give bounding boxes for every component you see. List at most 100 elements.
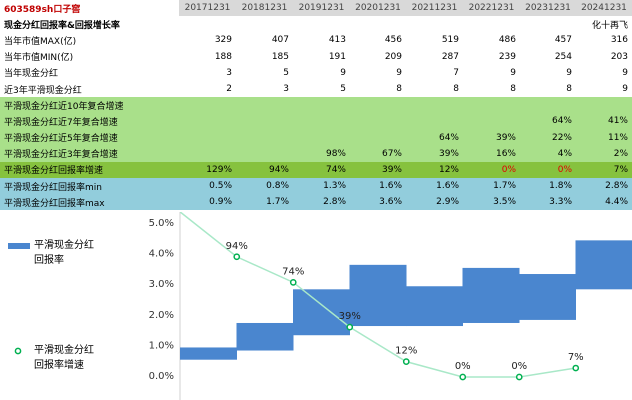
bar-mark xyxy=(519,274,576,320)
dividend-yield-chart: 0.0% 1.0% 2.0% 3.0% 4.0% 5.0% 94% 74% 39% 12% 0% 0%… xyxy=(0,212,632,400)
table-row: 平滑现金分红回报率增速 129% 94% 74% 39% 12% 0% 0% 7% xyxy=(0,161,632,179)
table-cell: 39% xyxy=(406,145,463,162)
row-label: 平滑现金分红近10年复合增速 xyxy=(0,97,179,114)
table-cell: 9 xyxy=(622,84,628,95)
empty-cell xyxy=(179,16,236,32)
table-cell xyxy=(463,113,520,130)
growth-data-label: 94% xyxy=(226,241,248,252)
section-title: 现金分红回报率&回报增长率 xyxy=(4,20,120,31)
empty-cell xyxy=(293,16,350,32)
table-cell: 5 xyxy=(340,84,346,95)
year-header-cell: 20211231 xyxy=(406,0,463,17)
table-cell: 0% xyxy=(463,161,520,179)
bar-mark xyxy=(406,286,463,327)
table-cell xyxy=(293,113,350,130)
growth-data-label: 0% xyxy=(455,361,471,372)
table-cell: 64% xyxy=(520,113,576,130)
year-header-row: 603589sh口子窖 20171231 20181231 20191231 20201… xyxy=(0,0,632,17)
table-cell: 1.8% xyxy=(520,178,576,195)
table-row: 平滑现金分红近7年复合增速 64% 41% xyxy=(0,113,632,130)
table-cell: 9 xyxy=(622,67,628,78)
table-cell: 64% xyxy=(406,129,463,146)
empty-cell xyxy=(463,16,520,32)
year-header-cell: 20181231 xyxy=(236,0,293,17)
table-cell xyxy=(179,97,236,114)
data-table: 603589sh口子窖 20171231 20181231 20191231 20201… xyxy=(0,0,632,211)
table-cell: 209 xyxy=(384,51,402,62)
table-cell: 9 xyxy=(566,67,572,78)
table-cell xyxy=(293,129,350,146)
table-cell: 8 xyxy=(510,84,516,95)
growth-point xyxy=(515,373,523,381)
table-row: 当年现金分红 3 5 9 9 7 9 9 9 xyxy=(0,65,632,81)
table-cell: 1.3% xyxy=(293,178,350,195)
legend-bar-swatch xyxy=(8,243,30,249)
table-cell: 191 xyxy=(328,51,346,62)
table-row: 平滑现金分红近3年复合增速 98% 67% 39% 16% 4% 2% xyxy=(0,145,632,162)
growth-point xyxy=(402,358,410,366)
y-tick-label: 2.0% xyxy=(149,310,174,321)
legend-line-label: 平滑现金分红 回报率增速 xyxy=(34,345,94,371)
section-title-row: 现金分红回报率&回报增长率 化十再飞 xyxy=(0,16,632,32)
growth-point xyxy=(289,278,297,286)
table-cell: 0% xyxy=(520,161,576,179)
table-cell: 98% xyxy=(293,145,350,162)
row-label: 当年市值MAX(亿) xyxy=(4,36,77,47)
table-cell: 316 xyxy=(610,35,628,46)
year-header-cell: 20241231 xyxy=(576,0,632,17)
row-label: 平滑现金分红回报率max xyxy=(0,194,179,211)
table-cell xyxy=(406,97,463,114)
table-cell: 8 xyxy=(396,84,402,95)
empty-cell xyxy=(520,16,576,32)
author-note: 化十再飞 xyxy=(591,20,628,31)
table-cell: 3.5% xyxy=(463,194,520,211)
y-tick-label: 1.0% xyxy=(149,340,174,351)
table-cell: 8 xyxy=(453,84,459,95)
table-cell: 22% xyxy=(520,129,576,146)
bar-mark xyxy=(575,240,632,290)
table-row: 平滑现金分红近10年复合增速 xyxy=(0,97,632,114)
table-cell: 185 xyxy=(271,51,289,62)
row-label: 平滑现金分红近7年复合增速 xyxy=(0,113,179,130)
y-tick-label: 5.0% xyxy=(149,218,174,229)
table-cell: 4% xyxy=(520,145,576,162)
table-cell: 1.6% xyxy=(350,178,406,195)
y-tick-label: 3.0% xyxy=(149,279,174,290)
table-cell: 11% xyxy=(576,129,632,146)
table-cell: 188 xyxy=(214,51,232,62)
bar-mark xyxy=(349,264,407,327)
table-cell: 2% xyxy=(576,145,632,162)
year-header-cell: 20231231 xyxy=(520,0,576,17)
y-tick-label: 4.0% xyxy=(149,249,174,260)
year-header-cell: 20171231 xyxy=(179,0,236,17)
table-cell xyxy=(179,145,236,162)
table-cell xyxy=(236,113,293,130)
table-cell: 3.6% xyxy=(350,194,406,211)
table-cell: 407 xyxy=(271,35,289,46)
table-cell: 9 xyxy=(510,67,516,78)
table-cell xyxy=(463,97,520,114)
table-cell: 3 xyxy=(283,84,289,95)
row-label: 平滑现金分红近3年复合增速 xyxy=(0,145,179,162)
table-cell: 7 xyxy=(453,67,459,78)
growth-data-label: 7% xyxy=(568,352,584,363)
empty-cell xyxy=(236,16,293,32)
table-cell: 2.9% xyxy=(406,194,463,211)
table-cell xyxy=(350,129,406,146)
growth-data-label: 0% xyxy=(511,361,527,372)
growth-point xyxy=(346,323,354,331)
growth-data-label: 39% xyxy=(339,311,361,322)
table-cell: 2.8% xyxy=(576,178,632,195)
table-cell: 12% xyxy=(406,161,463,179)
growth-point xyxy=(572,364,580,372)
table-cell xyxy=(406,113,463,130)
chart-legend: 平滑现金分红 回报率 平滑现金分红 回报率增速 xyxy=(0,212,175,400)
table-cell: 456 xyxy=(384,35,402,46)
table-cell: 2 xyxy=(226,84,232,95)
row-label: 当年市值MIN(亿) xyxy=(4,53,74,64)
empty-cell xyxy=(406,16,463,32)
table-cell: 457 xyxy=(554,35,572,46)
row-label: 平滑现金分红回报率min xyxy=(0,178,179,195)
table-cell: 1.7% xyxy=(236,194,293,211)
table-cell: 329 xyxy=(214,35,232,46)
